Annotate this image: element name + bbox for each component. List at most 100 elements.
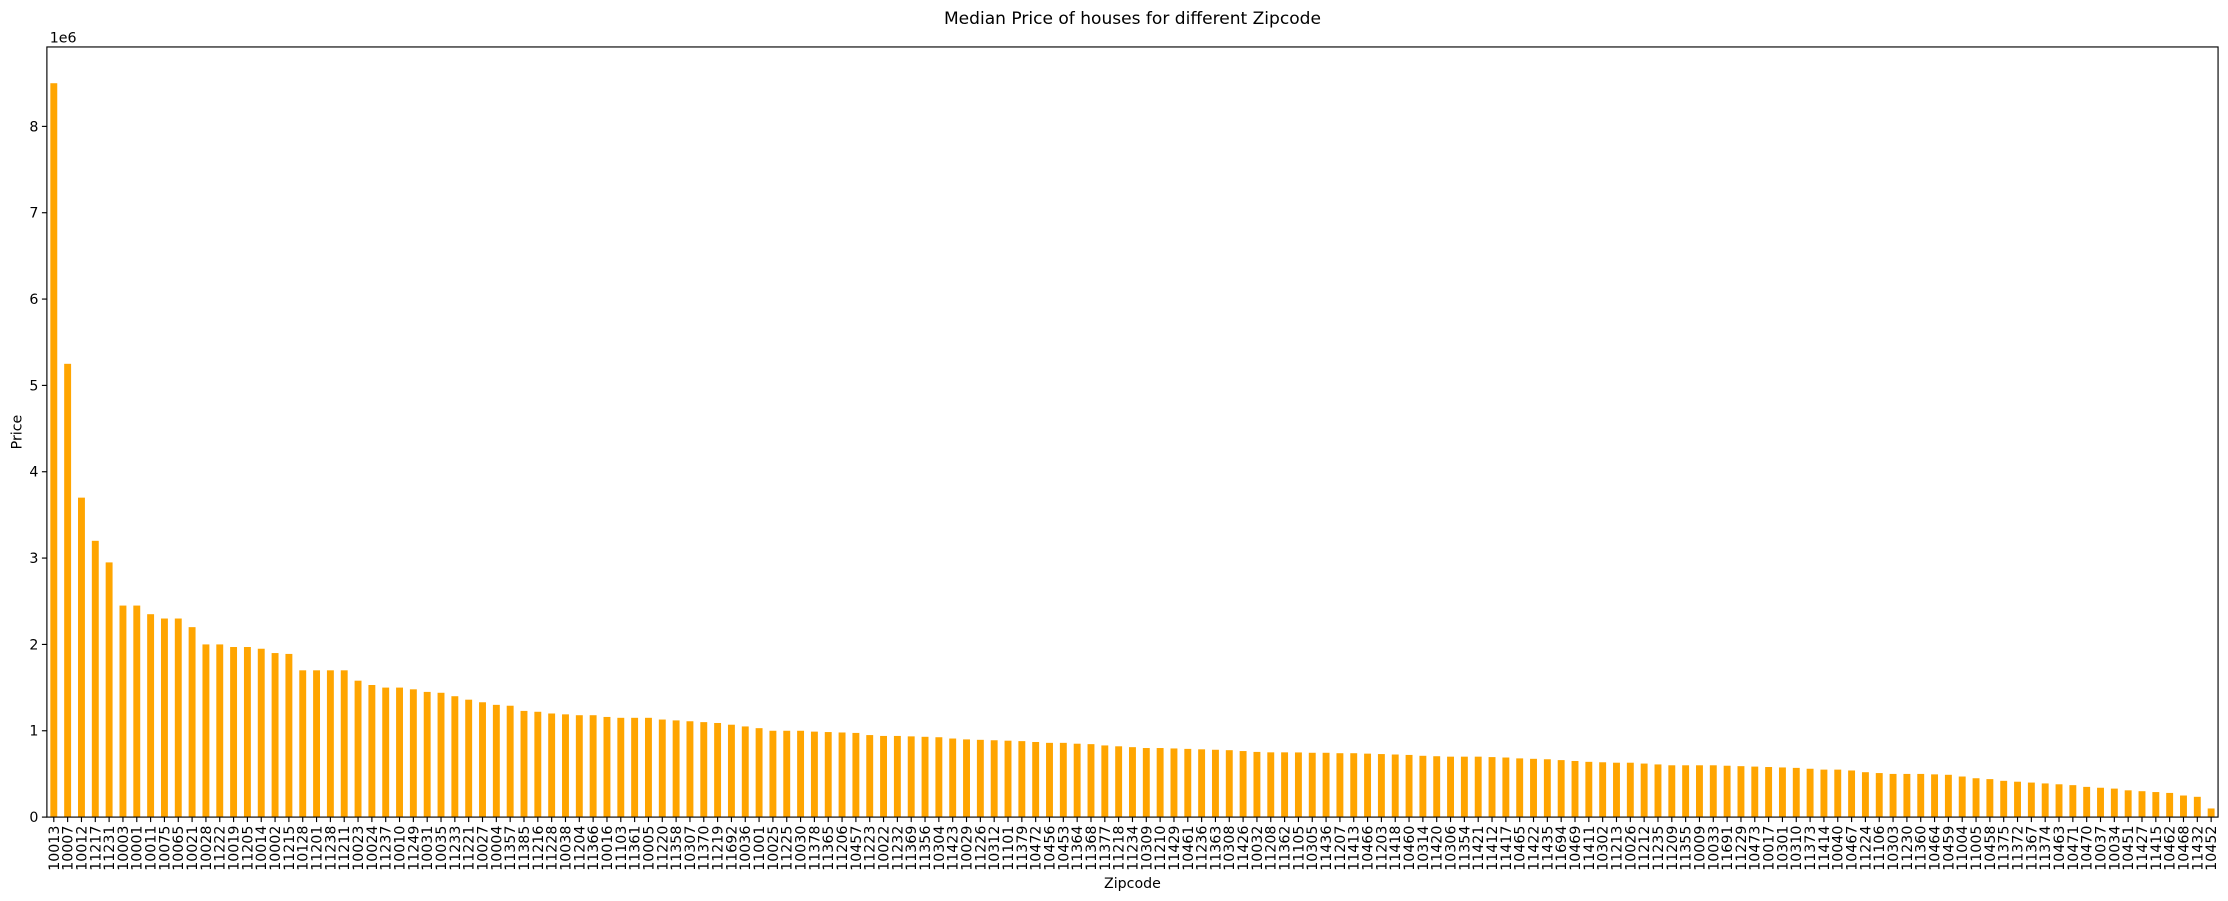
bar	[64, 363, 72, 818]
x-tick-label: 10452	[2204, 826, 2220, 871]
bar	[949, 738, 957, 818]
x-tick-label: 11366	[586, 826, 602, 871]
x-tick-label: 10460	[1402, 826, 1418, 871]
bar	[271, 653, 279, 818]
x-tick-label: 11360	[1914, 826, 1930, 871]
y-tick-label: 4	[29, 465, 38, 481]
bar	[1737, 766, 1745, 818]
y-tick-label: 3	[29, 551, 38, 567]
x-tick-label: 11413	[1347, 826, 1363, 871]
bar	[907, 736, 915, 818]
bar	[396, 687, 403, 818]
bar	[1696, 765, 1703, 818]
bar	[880, 735, 888, 818]
x-tick-label: 10457	[849, 826, 865, 871]
x-tick-label: 11362	[1278, 826, 1294, 871]
x-tick-label: 11205	[240, 826, 256, 871]
x-tick-label: 11365	[821, 826, 837, 871]
x-tick-label: 10312	[987, 826, 1003, 871]
x-tick-label: 11423	[946, 826, 962, 871]
bar	[1682, 765, 1690, 818]
bar	[1405, 754, 1413, 818]
x-tick-label: 11374	[2038, 826, 2054, 871]
bar	[1377, 754, 1385, 818]
x-tick-label: 10025	[766, 826, 782, 871]
x-tick-label: 11235	[1651, 826, 1667, 871]
bar	[1046, 742, 1053, 818]
x-tick-label: 11435	[1540, 826, 1556, 871]
bar	[1516, 758, 1524, 818]
x-tick-label: 11373	[1803, 826, 1819, 871]
x-tick-label: 11238	[323, 826, 339, 871]
x-tick-label: 10010	[393, 826, 409, 871]
bar	[1613, 762, 1620, 818]
x-tick-label: 10019	[227, 826, 243, 871]
x-tick-label: 11412	[1485, 826, 1501, 871]
bar	[299, 670, 307, 818]
x-tick-label: 11222	[213, 826, 229, 871]
x-tick-label: 10472	[1029, 826, 1045, 871]
bar	[2110, 788, 2118, 818]
bar	[91, 540, 99, 818]
bar	[1129, 747, 1136, 818]
x-tick-label: 10004	[489, 826, 505, 871]
x-tick-label: 10028	[199, 826, 215, 871]
y-axis-label: Price	[9, 415, 25, 450]
bar	[1543, 759, 1551, 818]
x-tick-label: 11377	[1098, 826, 1114, 871]
x-tick-label: 10465	[1513, 826, 1529, 871]
bar	[1820, 769, 1828, 818]
bar	[1903, 773, 1911, 818]
x-tick-label: 11417	[1499, 826, 1515, 871]
x-tick-label: 11691	[1720, 826, 1736, 871]
x-tick-label: 11233	[448, 826, 464, 871]
x-tick-label: 11369	[904, 826, 920, 871]
x-tick-label: 10453	[1056, 826, 1072, 871]
x-tick-label: 11210	[1153, 826, 1169, 871]
bar	[2124, 790, 2132, 818]
x-tick-label: 10464	[1928, 826, 1944, 871]
x-tick-label: 11215	[282, 826, 298, 871]
x-tick-label: 10461	[1181, 826, 1197, 871]
bar	[119, 605, 127, 818]
bar	[506, 705, 514, 818]
x-tick-label: 11208	[1264, 826, 1280, 871]
x-tick-label: 10017	[1762, 826, 1778, 871]
x-tick-label: 11226	[973, 826, 989, 871]
x-tick-label: 10001	[130, 826, 146, 871]
bar	[2055, 784, 2063, 818]
x-tick-label: 11005	[1969, 826, 1985, 871]
bar	[1142, 748, 1150, 818]
x-tick-label: 11249	[406, 826, 422, 871]
bar	[2138, 791, 2146, 818]
bar	[1101, 745, 1109, 818]
x-tick-label: 11426	[1236, 826, 1252, 871]
x-tick-label: 11211	[337, 826, 353, 871]
bar	[1723, 765, 1731, 818]
bar	[1778, 767, 1786, 818]
x-tick-label: 11357	[503, 826, 519, 871]
x-tick-label: 10304	[932, 826, 948, 871]
x-tick-label: 10458	[1983, 826, 1999, 871]
bar	[1032, 741, 1040, 818]
bar	[50, 83, 58, 818]
bar	[631, 717, 639, 818]
bar	[160, 618, 168, 818]
x-tick-label: 10466	[1361, 826, 1377, 871]
bar	[1018, 741, 1026, 818]
x-tick-label: 10012	[74, 826, 90, 871]
x-tick-label: 11415	[2149, 826, 2165, 871]
x-tick-label: 11694	[1554, 826, 1570, 871]
bar	[1419, 755, 1427, 818]
bar	[1640, 763, 1648, 818]
x-tick-label: 11427	[2135, 826, 2151, 871]
x-tick-label: 11223	[863, 826, 879, 871]
x-tick-label: 11203	[1374, 826, 1390, 871]
bar	[1502, 757, 1510, 818]
bar	[769, 730, 777, 818]
bar	[1585, 761, 1593, 818]
bar	[658, 719, 666, 818]
x-tick-label: 11218	[1112, 826, 1128, 871]
y-tick-label: 5	[29, 378, 38, 394]
bar	[105, 562, 113, 818]
